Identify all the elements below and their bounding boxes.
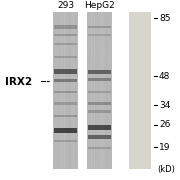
Bar: [88, 102, 111, 105]
Text: 26: 26: [159, 120, 170, 129]
Bar: [54, 56, 77, 58]
Bar: [88, 91, 111, 93]
Bar: [54, 79, 77, 82]
Bar: [88, 69, 111, 74]
Bar: [54, 128, 77, 133]
Bar: [87, 12, 112, 169]
Bar: [54, 140, 77, 142]
Bar: [54, 102, 77, 105]
Text: IRX2: IRX2: [5, 76, 33, 87]
Bar: [88, 147, 111, 149]
Bar: [129, 12, 151, 169]
Bar: [54, 91, 77, 93]
Text: 85: 85: [159, 14, 170, 23]
Bar: [53, 12, 78, 169]
Bar: [54, 34, 77, 36]
Bar: [54, 25, 77, 29]
Text: (kD): (kD): [157, 165, 175, 174]
Bar: [88, 135, 111, 139]
Bar: [54, 69, 77, 74]
Bar: [54, 115, 77, 117]
Bar: [88, 34, 111, 36]
Text: 293: 293: [57, 1, 74, 10]
Text: HepG2: HepG2: [84, 1, 115, 10]
Bar: [88, 125, 111, 130]
Text: 19: 19: [159, 143, 170, 152]
Bar: [54, 43, 77, 45]
Bar: [88, 26, 111, 28]
Bar: [88, 110, 111, 113]
Text: 48: 48: [159, 72, 170, 81]
Bar: [88, 78, 111, 81]
Text: 34: 34: [159, 101, 170, 110]
